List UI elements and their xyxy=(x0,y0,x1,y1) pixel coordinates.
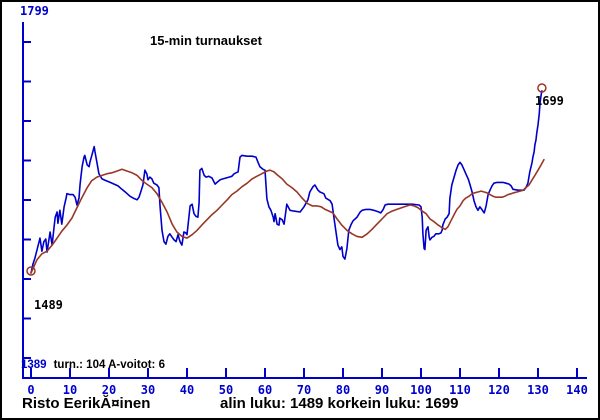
x-tick-label: 100 xyxy=(410,383,432,397)
x-tick-label: 20 xyxy=(102,383,116,397)
rating-series-line xyxy=(30,90,543,274)
footer-summary: alin luku: 1489 korkein luku: 1699 xyxy=(220,395,458,412)
x-tick-label: 130 xyxy=(527,383,549,397)
x-tick-label: 140 xyxy=(566,383,588,397)
chart-dynamic-layer: 0 10 20 30 40 50 60 70 80 90 100 110 120 130 140 xyxy=(22,22,588,397)
x-tick-label: 50 xyxy=(219,383,233,397)
x-tick-label: 10 xyxy=(63,383,77,397)
footer-author: Risto EerikĂ¤inen xyxy=(22,395,150,412)
endpoint-marker xyxy=(26,266,36,276)
x-tick-label: 60 xyxy=(258,383,272,397)
x-tick-label: 0 xyxy=(27,383,34,397)
x-tick-label: 120 xyxy=(488,383,510,397)
stats-line: 1389 turn.: 104 A-voitot: 6 xyxy=(21,359,165,371)
y-max-label: 1799 xyxy=(20,4,49,18)
moving-average-series-line xyxy=(30,158,545,274)
x-tick-label: 90 xyxy=(375,383,389,397)
start-value-label: 1489 xyxy=(34,298,63,312)
x-tick-label: 40 xyxy=(180,383,194,397)
x-tick-label: 80 xyxy=(336,383,350,397)
x-tick-label: 110 xyxy=(449,383,471,397)
x-tick-label: 70 xyxy=(297,383,311,397)
y-min-label: 1389 xyxy=(21,359,47,371)
x-tick-label: 30 xyxy=(141,383,155,397)
end-value-label: 1699 xyxy=(535,94,564,108)
endpoint-marker xyxy=(537,83,547,93)
stats-text: turn.: 104 A-voitot: 6 xyxy=(54,359,165,371)
chart-title: 15-min turnaukset xyxy=(150,33,263,48)
